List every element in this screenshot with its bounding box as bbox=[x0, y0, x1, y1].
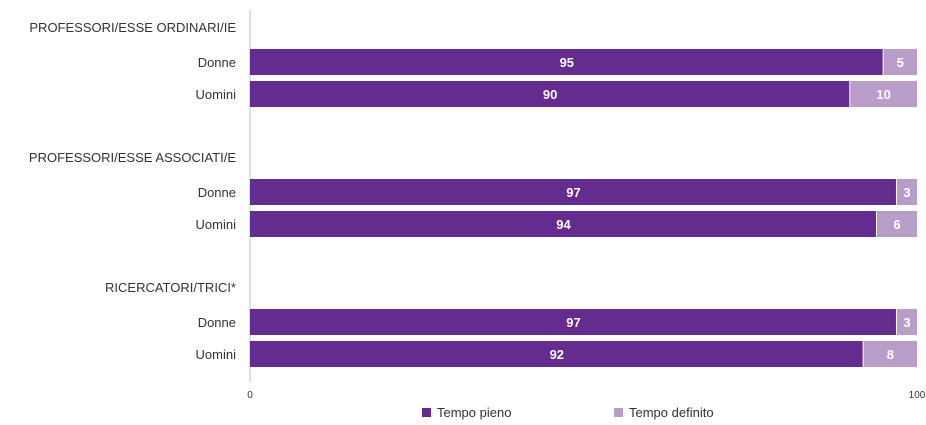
chart-legend: Tempo pieno Tempo definito bbox=[0, 405, 926, 425]
bar-defined-time bbox=[876, 211, 917, 237]
bar-defined-time bbox=[850, 81, 917, 107]
category-label: Uomini bbox=[196, 87, 237, 102]
x-tick-label: 0 bbox=[247, 390, 253, 401]
bar-full-time bbox=[250, 49, 883, 75]
legend-item-defined-time: Tempo definito bbox=[614, 405, 714, 420]
data-label: 6 bbox=[893, 217, 900, 232]
bar-full-time bbox=[250, 81, 850, 107]
legend-label-full-time: Tempo pieno bbox=[437, 405, 512, 420]
bar-defined-time bbox=[863, 341, 917, 367]
category-label: Donne bbox=[198, 185, 236, 200]
group-label: PROFESSORI/ESSE ASSOCIATI/E bbox=[29, 150, 236, 165]
category-label: Donne bbox=[198, 315, 236, 330]
data-label: 97 bbox=[566, 185, 580, 200]
category-label: Uomini bbox=[196, 217, 237, 232]
data-label: 95 bbox=[560, 55, 574, 70]
data-label: 8 bbox=[887, 347, 894, 362]
bar-defined-time bbox=[896, 179, 917, 205]
bar-full-time bbox=[250, 179, 896, 205]
bar-defined-time bbox=[883, 49, 917, 75]
data-label: 94 bbox=[556, 217, 571, 232]
legend-item-full-time: Tempo pieno bbox=[422, 405, 511, 420]
bar-defined-time bbox=[896, 309, 917, 335]
bar-full-time bbox=[250, 309, 896, 335]
x-tick-label: 100 bbox=[909, 390, 926, 401]
data-label: 97 bbox=[566, 315, 580, 330]
bar-full-time bbox=[250, 341, 863, 367]
data-label: 3 bbox=[903, 185, 910, 200]
legend-label-defined-time: Tempo definito bbox=[629, 405, 714, 420]
data-label: 3 bbox=[903, 315, 910, 330]
category-label: Donne bbox=[198, 55, 236, 70]
group-label: PROFESSORI/ESSE ORDINARI/IE bbox=[29, 20, 236, 35]
data-label: 92 bbox=[550, 347, 564, 362]
data-label: 90 bbox=[543, 87, 557, 102]
stacked-bar-chart: 0 100 PROFESSORI/ESSE ORDINARI/IE Donne 95 5 U… bbox=[29, 10, 926, 401]
data-label: 10 bbox=[876, 87, 890, 102]
group-label: RICERCATORI/TRICI* bbox=[105, 280, 236, 295]
category-label: Uomini bbox=[196, 347, 237, 362]
bar-full-time bbox=[250, 211, 876, 237]
data-label: 5 bbox=[897, 55, 904, 70]
legend-swatch-full-time bbox=[422, 408, 431, 417]
legend-swatch-defined-time bbox=[614, 408, 623, 417]
